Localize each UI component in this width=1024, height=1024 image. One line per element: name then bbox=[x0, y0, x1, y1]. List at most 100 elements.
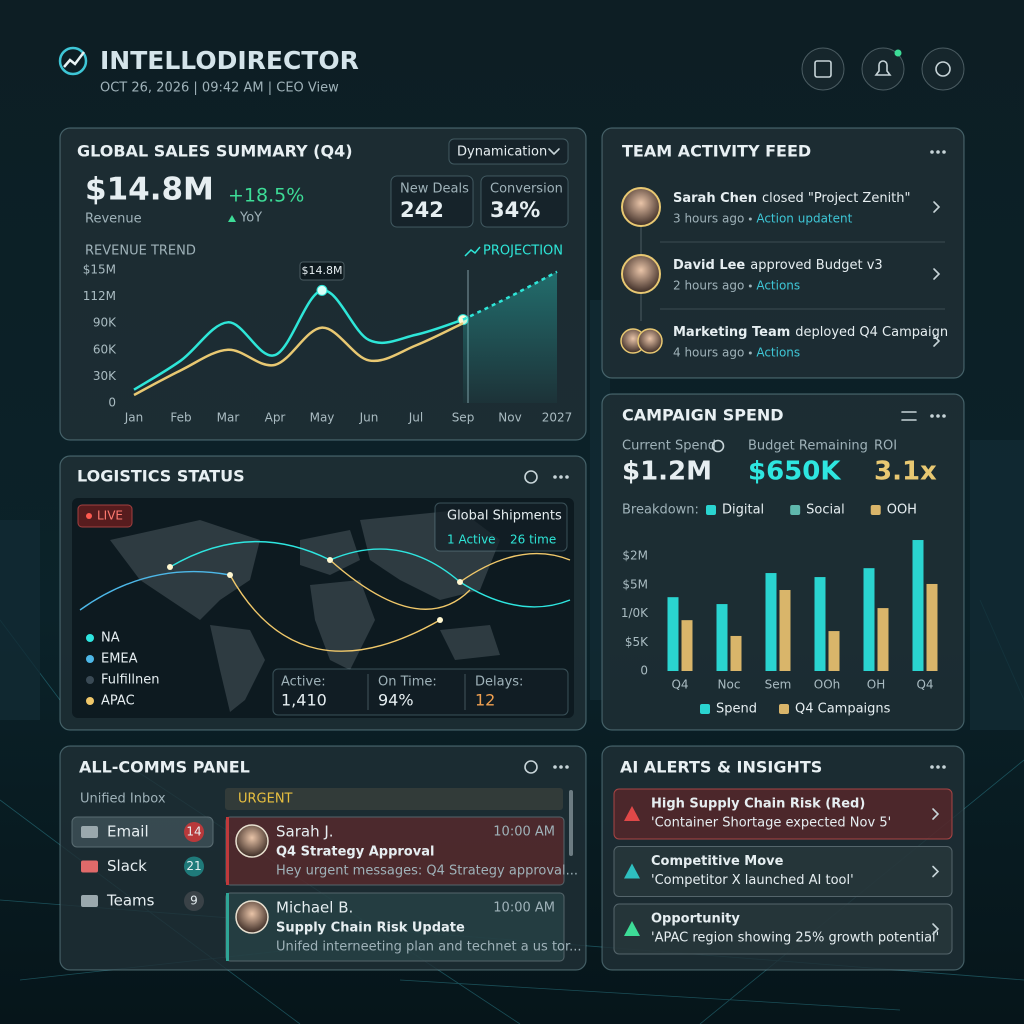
line-series bbox=[462, 270, 558, 321]
activity-time: 2 hours ago bbox=[673, 279, 744, 293]
separator bbox=[748, 217, 752, 221]
more-menu[interactable] bbox=[930, 150, 946, 154]
alert-card[interactable] bbox=[613, 903, 953, 955]
channel-icon bbox=[81, 826, 98, 838]
stat-value: 1,410 bbox=[281, 691, 327, 710]
chevron bbox=[933, 268, 941, 280]
shipments-box bbox=[434, 502, 568, 552]
channel-selected bbox=[71, 816, 214, 848]
alert-icon bbox=[624, 921, 640, 936]
y-tick-label: 60K bbox=[93, 342, 117, 356]
settings-icon[interactable] bbox=[524, 760, 538, 774]
panel-title: AI ALERTS & INSIGHTS bbox=[620, 758, 822, 777]
legend-label: APAC bbox=[101, 694, 135, 709]
alert-card[interactable] bbox=[613, 788, 953, 840]
legend-label: OOH bbox=[887, 503, 917, 518]
filter-icon[interactable] bbox=[901, 411, 917, 421]
more-menu[interactable] bbox=[930, 414, 946, 418]
notification-dot bbox=[894, 49, 902, 57]
y-tick-label: $5M bbox=[622, 577, 648, 591]
action: approved Budget v3 bbox=[750, 258, 882, 273]
panel-title: LOGISTICS STATUS bbox=[77, 467, 245, 486]
projection-label: PROJECTION bbox=[483, 244, 563, 259]
stat-value: 12 bbox=[475, 691, 495, 710]
alert-text: 'Competitor X launched AI tool' bbox=[651, 873, 854, 888]
legend-swatch bbox=[706, 505, 716, 515]
app-subtitle: OCT 26, 2026 | 09:42 AM | CEO View bbox=[100, 81, 339, 96]
channel-name: Teams bbox=[106, 892, 155, 910]
report-button[interactable] bbox=[801, 47, 845, 91]
kpi-label: Current Spend bbox=[622, 439, 716, 454]
subject: Supply Chain Risk Update bbox=[276, 921, 465, 936]
actor: Sarah Chen bbox=[673, 191, 757, 206]
team-panel bbox=[601, 127, 965, 379]
more-menu[interactable] bbox=[553, 765, 569, 769]
chart-title: REVENUE TREND bbox=[85, 244, 196, 259]
action: deployed Q4 Campaign bbox=[795, 325, 948, 340]
legend-label: Q4 Campaigns bbox=[795, 702, 891, 717]
message-time: 10:00 AM bbox=[493, 901, 555, 916]
shipments-active: 1 Active bbox=[447, 533, 496, 547]
alert-title: Opportunity bbox=[651, 912, 740, 927]
legend-swatch bbox=[86, 697, 94, 705]
preview: Hey urgent messages: Q4 Strategy approva… bbox=[276, 864, 578, 879]
channel-icon bbox=[81, 895, 98, 907]
avatar bbox=[637, 328, 663, 354]
dropdown-chevron bbox=[548, 148, 560, 156]
panel-title: ALL-COMMS PANEL bbox=[79, 758, 250, 777]
bar bbox=[730, 635, 742, 671]
alert-text: 'Container Shortage expected Nov 5' bbox=[651, 816, 891, 831]
bar bbox=[765, 573, 777, 671]
activity-time: 4 hours ago bbox=[673, 346, 744, 360]
y-tick-label: 90K bbox=[93, 316, 117, 330]
sender: Sarah J. bbox=[276, 823, 334, 841]
y-tick-label: 112M bbox=[83, 289, 116, 303]
notifications-button[interactable] bbox=[861, 47, 905, 91]
gear-icon bbox=[935, 61, 951, 77]
x-tick-label: 2027 bbox=[542, 411, 573, 425]
x-tick-label: May bbox=[310, 411, 335, 425]
kpi-value: $650K bbox=[748, 457, 841, 487]
live-label: LIVE bbox=[97, 509, 123, 523]
settings-icon[interactable] bbox=[524, 470, 538, 484]
annotation-box bbox=[299, 261, 345, 281]
route-nodes bbox=[167, 557, 463, 623]
header-buttons bbox=[801, 47, 965, 91]
more-menu[interactable] bbox=[930, 765, 946, 769]
kpi-label: Budget Remaining bbox=[748, 439, 868, 454]
channel-icon bbox=[81, 860, 98, 873]
growth-value: +18.5% bbox=[228, 185, 304, 207]
count: 21 bbox=[186, 859, 201, 873]
x-tick-label: OOh bbox=[814, 678, 841, 692]
chevron bbox=[932, 923, 940, 935]
legend-swatch bbox=[86, 676, 94, 684]
scrollbar[interactable] bbox=[569, 790, 573, 856]
y-tick-label: 0 bbox=[108, 396, 116, 410]
legend-label: Spend bbox=[716, 702, 757, 717]
x-tick-label: Apr bbox=[265, 411, 286, 425]
y-tick-label: 1/0K bbox=[621, 606, 649, 620]
kpi-value: 34% bbox=[490, 198, 540, 222]
avatar bbox=[621, 254, 661, 294]
legend-label: NA bbox=[101, 631, 120, 646]
skyline bbox=[0, 300, 1024, 730]
stat-label: Active: bbox=[281, 675, 326, 690]
revenue-label: Revenue bbox=[85, 212, 142, 227]
chevron bbox=[933, 335, 941, 347]
dropdown[interactable] bbox=[448, 138, 569, 165]
count-badge bbox=[184, 822, 204, 842]
alert-card[interactable] bbox=[613, 846, 953, 897]
chevron bbox=[933, 201, 941, 213]
bar bbox=[779, 590, 791, 671]
settings-button[interactable] bbox=[921, 47, 965, 91]
x-tick-label: Sem bbox=[765, 678, 792, 692]
activity-link: Actions bbox=[756, 346, 800, 360]
more-menu[interactable] bbox=[553, 475, 569, 479]
stat-label: Delays: bbox=[475, 675, 523, 690]
info-icon[interactable] bbox=[711, 439, 725, 453]
x-tick-label: Q4 bbox=[916, 678, 933, 692]
panel-title: CAMPAIGN SPEND bbox=[622, 406, 784, 425]
x-tick-label: Jun bbox=[359, 411, 379, 425]
urgent-label: URGENT bbox=[238, 792, 293, 807]
